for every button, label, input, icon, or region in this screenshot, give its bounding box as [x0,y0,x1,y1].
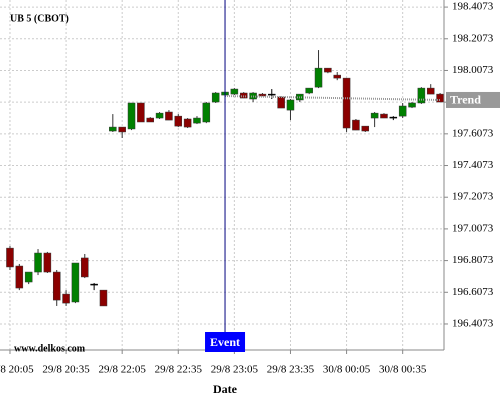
candle-body [127,102,136,130]
candle-body [389,116,398,119]
candle-body [155,112,164,119]
candle-body [211,92,220,103]
x-tick-label: 29/8 22:35 [155,364,203,376]
candle-body [314,67,323,88]
candle-body [305,87,313,94]
candle-body [333,74,341,79]
candle-body [118,126,126,133]
candle-body [109,126,117,132]
candle-body [52,271,61,301]
candle-body [71,262,80,303]
candle-body [417,87,426,104]
candle-body [165,111,173,121]
trend-label-box [446,91,500,108]
candle-body [361,125,370,132]
grid [0,0,444,350]
y-tick-label: 197.2073 [452,191,494,203]
candle-body [81,257,89,278]
candle-body [286,99,295,111]
candle-body [193,117,201,124]
x-axis-label: Date [213,382,238,396]
candle-body [137,102,145,123]
y-tick-label: 196.6073 [452,286,494,298]
y-tick-label: 197.4073 [452,159,494,171]
event-box [205,332,246,352]
candle-body [426,87,435,95]
x-tick-label: 29/8 20:05 [0,364,34,376]
y-tick-label: 197.0073 [452,222,494,234]
candle-body [230,88,239,95]
candle-body [183,118,192,128]
x-tick-label: 30/8 00:05 [323,364,371,376]
y-tick-label: 198.4073 [452,1,494,13]
candle-body [34,252,42,273]
trend-label: Trend [450,93,481,107]
y-tick-label: 197.6073 [452,127,494,139]
y-tick-label: 196.4073 [452,317,494,329]
candle-body [62,293,70,304]
candle-body [258,93,267,97]
candle-body [370,112,379,119]
candle-body [90,283,98,286]
chart-title: UB 5 (CBOT) [10,13,69,24]
candle-body [268,93,276,96]
x-tick-label: 29/8 23:05 [211,364,259,376]
candle-body [24,271,33,283]
marks [6,0,444,350]
candle-body [202,102,211,123]
candle-body [380,113,388,119]
candle-body [342,77,351,129]
y-tick-label: 198.0073 [452,64,494,76]
x-tick-label: 29/8 23:35 [267,364,315,376]
candle-body [408,102,416,108]
candle-body [146,117,154,123]
y-tick-label: 198.2073 [452,32,494,44]
x-tick-label: 30/8 00:35 [379,364,427,376]
event-label: Event [210,335,240,349]
candle-body [43,252,52,273]
candle-body [324,67,332,73]
y-tick-label: 196.8073 [452,254,494,266]
x-tick-label: 29/8 20:35 [42,364,90,376]
candle-body [174,115,183,127]
candle-body [398,105,407,117]
candle-body [277,96,285,109]
candle-body [15,265,24,289]
watermark: www.delkos.com [14,343,86,354]
x-tick-label: 29/8 22:05 [98,364,146,376]
candle-body [352,119,360,131]
candle-body [6,247,14,268]
candle-body [99,289,108,307]
